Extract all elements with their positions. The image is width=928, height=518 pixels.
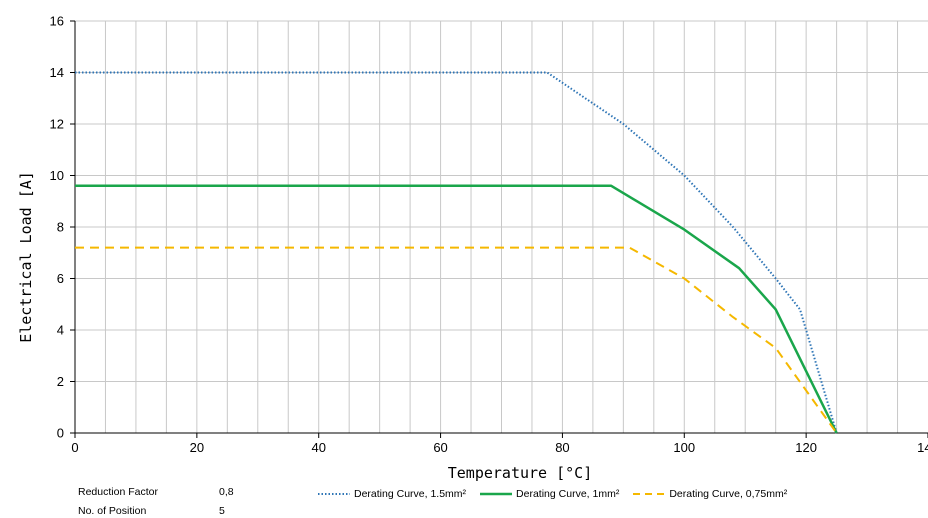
series-line-2 (75, 246, 838, 434)
y-axis-title: Electrical Load [A] (17, 171, 35, 343)
legend-label-0-75mm: Derating Curve, 0,75mm² (669, 488, 788, 500)
x-tick-label: 80 (555, 440, 569, 455)
reduction-factor-value: 0,8 (219, 486, 234, 498)
legend-swatch-0-75mm (633, 493, 666, 495)
legend-swatch-1mm (480, 492, 513, 496)
legend-swatch-1-5mm (318, 493, 350, 495)
x-tick-label: 40 (311, 440, 325, 455)
x-tick-label: 100 (673, 440, 695, 455)
x-axis-title: Temperature [°C] (448, 464, 593, 482)
grid (75, 20, 928, 433)
axes (70, 20, 928, 438)
y-tick-label: 10 (50, 168, 64, 183)
legend-label-1mm: Derating Curve, 1mm² (516, 488, 620, 500)
legend: Derating Curve, 1.5mm² Derating Curve, 1… (318, 488, 801, 500)
positions-value: 5 (219, 505, 225, 517)
y-tick-label: 2 (57, 374, 64, 389)
y-tick-label: 4 (57, 323, 64, 338)
y-tick-label: 12 (50, 117, 64, 132)
legend-item-1mm: Derating Curve, 1mm² (480, 488, 619, 500)
legend-label-1-5mm: Derating Curve, 1.5mm² (354, 488, 467, 500)
y-tick-label: 14 (50, 65, 64, 80)
y-tick-label: 0 (57, 426, 64, 441)
y-tick-label: 8 (57, 220, 64, 235)
tick-labels: 0 20 40 60 80 100 120 140 0 2 4 6 8 10 12 14 16 (50, 14, 928, 456)
x-tick-label: 140 (917, 440, 928, 455)
y-tick-label: 16 (50, 14, 64, 29)
positions-label: No. of Position (78, 505, 147, 517)
x-tick-label: 120 (795, 440, 817, 455)
legend-item-1-5mm: Derating Curve, 1.5mm² (318, 488, 466, 500)
series-lines (75, 71, 838, 434)
series-line-1 (75, 184, 838, 434)
reduction-factor-label: Reduction Factor (78, 486, 158, 498)
y-tick-label: 6 (57, 271, 64, 286)
legend-item-0-75mm: Derating Curve, 0,75mm² (633, 488, 787, 500)
x-tick-label: 20 (190, 440, 204, 455)
x-tick-label: 60 (433, 440, 447, 455)
x-tick-label: 0 (71, 440, 78, 455)
series-line-0 (75, 71, 838, 434)
